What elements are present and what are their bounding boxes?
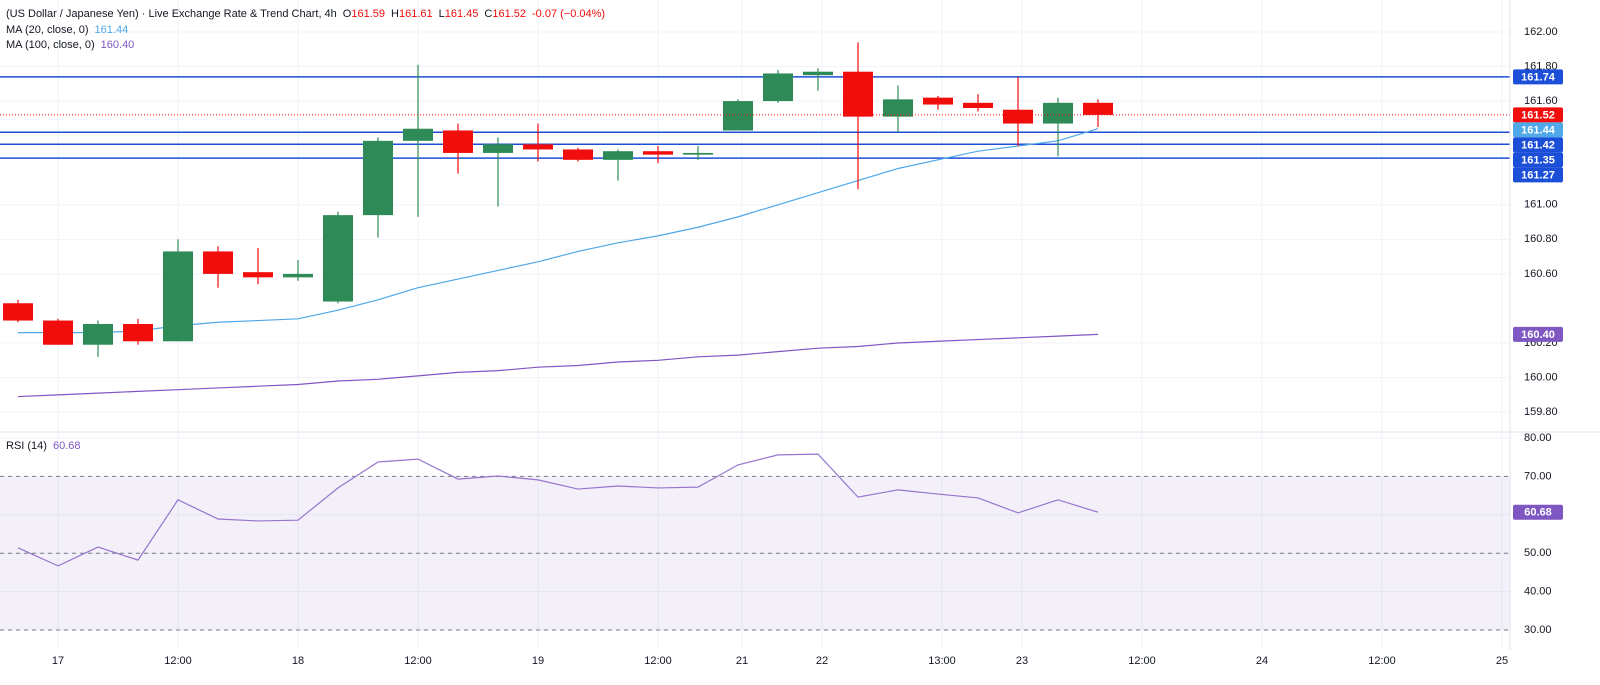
x-tick-label: 12:00 <box>404 655 432 667</box>
candle-body <box>203 251 233 274</box>
candle-body <box>283 273 313 278</box>
series-line <box>17 453 1099 567</box>
candle-body <box>163 251 193 342</box>
x-tick-label: 12:00 <box>1128 655 1156 667</box>
y-tick-label: 40.00 <box>1524 586 1552 598</box>
y-tick-label: 159.80 <box>1524 406 1558 418</box>
price-label-box <box>1513 69 1563 85</box>
candle-body <box>883 99 913 117</box>
legend-value: 160.40 <box>101 39 135 51</box>
x-tick-label: 12:00 <box>644 655 672 667</box>
mark-layer <box>0 42 1510 567</box>
price-label: 160.40 <box>1521 329 1555 341</box>
price-label: 161.52 <box>1521 109 1555 121</box>
candle-body <box>563 149 593 160</box>
series-line <box>17 333 1099 398</box>
legend-name: RSI (14) <box>6 440 47 452</box>
x-tick-label: 21 <box>736 655 748 667</box>
y-tick-label: 161.60 <box>1524 95 1558 107</box>
series-line <box>18 128 1099 334</box>
y-tick-label: 30.00 <box>1524 624 1552 636</box>
price-label-box <box>1513 137 1563 153</box>
price-label: 161.27 <box>1521 169 1555 181</box>
candle-body <box>843 71 873 117</box>
candle-body <box>323 215 353 302</box>
y-tick-label: 70.00 <box>1524 470 1552 482</box>
candle-body <box>443 130 473 153</box>
y-tick-label: 161.00 <box>1524 199 1558 211</box>
candle-body <box>1003 109 1033 124</box>
price-label: 161.44 <box>1521 124 1556 136</box>
y-tick-label: 160.80 <box>1524 233 1558 245</box>
candle-body <box>963 102 993 108</box>
price-label-box <box>1513 122 1563 138</box>
x-tick-label: 18 <box>292 655 304 667</box>
legend-entry: MA (100, close, 0) 160.40 <box>6 39 134 51</box>
ohlc-prefix: H <box>391 8 399 20</box>
legend-entry: RSI (14) 60.68 <box>6 440 81 452</box>
ohlc-value: 161.52 <box>492 8 526 20</box>
price-label: 161.35 <box>1521 154 1555 166</box>
ohlc-prefix: C <box>484 8 492 20</box>
candle-body <box>43 320 73 345</box>
candle-body <box>643 151 673 155</box>
ohlc-value: 161.59 <box>351 8 385 20</box>
candle-body <box>763 73 793 102</box>
price-label-box <box>1513 152 1563 168</box>
ohlc-prefix: O <box>343 8 352 20</box>
candle-body <box>363 140 393 216</box>
candle-body <box>923 97 953 105</box>
price-label-box <box>1513 107 1563 123</box>
candle-body <box>803 71 833 76</box>
ohlc-value: 161.61 <box>399 8 433 20</box>
price-label-box <box>1513 504 1563 520</box>
y-tick-label: 80.00 <box>1524 432 1552 444</box>
candle-body <box>723 101 753 131</box>
candle-body <box>483 144 513 153</box>
candle-body <box>603 151 633 160</box>
legend-name: MA (100, close, 0) <box>6 39 95 51</box>
y-tick-label: 162.00 <box>1524 26 1558 38</box>
x-tick-label: 24 <box>1256 655 1268 667</box>
legend-name: MA (20, close, 0) <box>6 24 89 36</box>
candle-body <box>83 324 113 345</box>
price-label: 161.42 <box>1521 139 1555 151</box>
change-label: -0.07 (−0.04%) <box>532 8 605 20</box>
y-tick-label: 50.00 <box>1524 547 1552 559</box>
candle-body <box>1043 102 1073 124</box>
ohlc-value: 161.45 <box>445 8 479 20</box>
candle-body <box>403 128 433 141</box>
x-tick-label: 12:00 <box>164 655 192 667</box>
candle-body <box>1083 102 1113 115</box>
legend-value: 161.44 <box>95 24 129 36</box>
price-label-box <box>1513 167 1563 183</box>
x-tick-label: 22 <box>816 655 828 667</box>
candle-body <box>523 144 553 150</box>
legend-value: 60.68 <box>53 440 81 452</box>
price-label: 60.68 <box>1524 507 1552 519</box>
price-label: 161.74 <box>1521 71 1556 83</box>
legend-header: (US Dollar / Japanese Yen) · Live Exchan… <box>6 8 605 20</box>
y-tick-label: 160.00 <box>1524 371 1558 383</box>
chart-title: (US Dollar / Japanese Yen) · Live Exchan… <box>6 8 337 20</box>
x-tick-label: 19 <box>532 655 544 667</box>
x-tick-label: 13:00 <box>928 655 956 667</box>
price-label-box <box>1513 326 1563 342</box>
ohlc-prefix: L <box>439 8 445 20</box>
candle-body <box>123 324 153 342</box>
y-tick-label: 160.60 <box>1524 268 1558 280</box>
x-tick-label: 17 <box>52 655 64 667</box>
candle-body <box>683 152 713 155</box>
candle-body <box>3 303 33 321</box>
grid-layer <box>0 0 1510 650</box>
legend-entry: MA (20, close, 0) 161.44 <box>6 24 128 36</box>
x-tick-label: 23 <box>1016 655 1028 667</box>
x-tick-label: 25 <box>1496 655 1508 667</box>
candle-body <box>243 272 273 278</box>
x-tick-label: 12:00 <box>1368 655 1396 667</box>
